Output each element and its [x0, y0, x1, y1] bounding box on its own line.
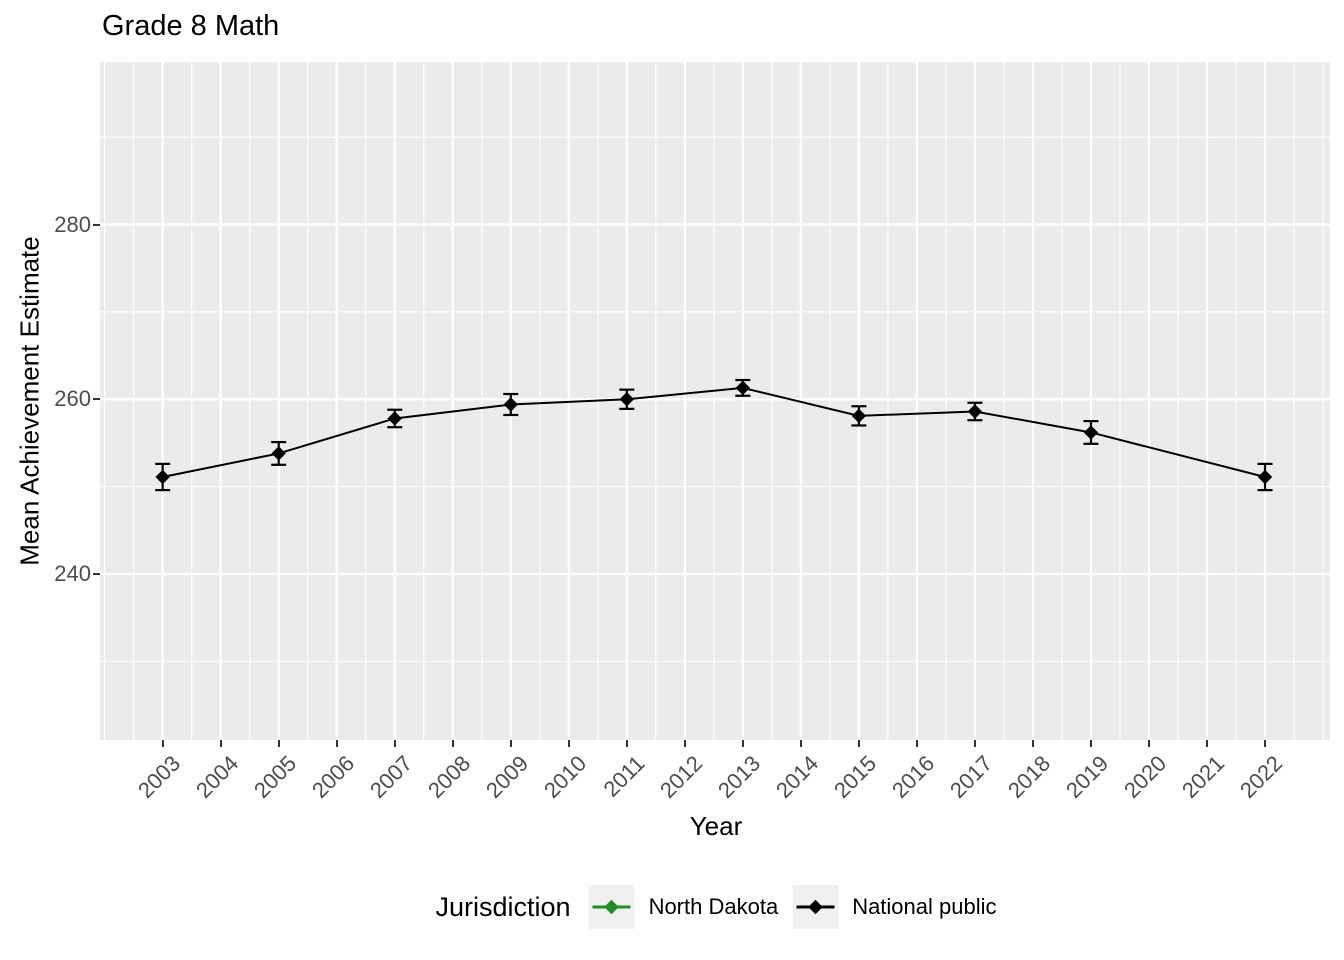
x-tick-mark [625, 740, 628, 747]
x-tick-label: 2013 [712, 750, 766, 803]
x-tick-label: 2014 [770, 750, 824, 803]
page-title: Grade 8 Math [102, 10, 280, 42]
data-point [155, 469, 170, 485]
legend: Jurisdiction North Dakota National publi… [436, 884, 997, 930]
x-tick-label: 2022 [1235, 750, 1288, 803]
x-tick-label: 2003 [132, 750, 185, 803]
x-tick-label: 2010 [538, 750, 592, 803]
data-point [735, 380, 751, 396]
series-national-public [155, 378, 1273, 492]
x-tick-mark [1206, 740, 1208, 747]
legend-title: Jurisdiction [435, 891, 571, 922]
x-tick-label: 2018 [1002, 750, 1056, 803]
x-tick-label: 2015 [828, 750, 882, 803]
legend-key-north-dakota [588, 885, 635, 929]
x-tick-mark [915, 740, 918, 747]
x-tick-mark [509, 740, 512, 747]
legend-key-national-public [792, 885, 839, 929]
x-tick-label: 2019 [1060, 750, 1114, 803]
plot-svg [100, 62, 1330, 740]
x-tick-mark [277, 740, 280, 747]
line-point-swatch-icon [796, 899, 835, 915]
x-tick-mark [1264, 740, 1267, 747]
plot-panel [100, 62, 1330, 740]
x-tick-label: 2021 [1176, 750, 1230, 803]
data-point [967, 404, 983, 419]
y-tick-label: 260 [54, 386, 91, 412]
x-tick-label: 2016 [886, 750, 940, 803]
gridlines-minor [100, 62, 1330, 740]
x-tick-label: 2011 [597, 750, 650, 802]
data-point [503, 397, 518, 412]
data-point [619, 392, 635, 407]
x-tick-label: 2012 [654, 750, 708, 803]
y-axis-title: Mean Achievement Estimate [14, 236, 45, 566]
x-tick-label: 2005 [248, 750, 301, 803]
gridlines-major [100, 62, 1330, 740]
x-tick-label: 2020 [1118, 750, 1172, 803]
y-tick-mark [93, 572, 100, 575]
x-tick-label: 2009 [480, 750, 534, 803]
data-point [1257, 469, 1273, 485]
x-tick-label: 2007 [364, 750, 418, 803]
x-tick-mark [219, 740, 222, 747]
x-axis-title: Year [689, 811, 743, 841]
x-tick-mark [1089, 740, 1092, 747]
x-tick-mark [161, 740, 164, 747]
x-tick-mark [567, 740, 570, 747]
x-tick-mark [1031, 740, 1034, 747]
x-tick-mark [741, 740, 744, 747]
x-tick-mark [857, 740, 860, 747]
data-point [851, 408, 867, 424]
y-tick-label: 240 [54, 560, 91, 586]
y-tick-mark [93, 223, 100, 226]
x-tick-mark [1147, 740, 1150, 747]
x-tick-label: 2017 [944, 750, 998, 803]
x-tick-mark [451, 740, 454, 747]
x-tick-label: 2006 [306, 750, 359, 803]
x-tick-mark [683, 740, 686, 747]
x-tick-mark [799, 740, 802, 747]
series-line [162, 386, 1266, 478]
x-tick-mark [393, 740, 396, 747]
x-tick-mark [973, 740, 976, 747]
y-tick-label: 280 [54, 211, 91, 237]
data-point [271, 446, 286, 461]
data-point [387, 411, 402, 426]
data-point [1083, 425, 1099, 440]
line-point-swatch-icon [592, 899, 631, 915]
x-tick-mark [335, 740, 338, 747]
y-tick-mark [93, 398, 100, 401]
x-tick-label: 2004 [190, 750, 243, 803]
legend-label-national-public: National public [852, 894, 997, 919]
legend-label-north-dakota: North Dakota [648, 894, 779, 919]
x-tick-label: 2008 [422, 750, 476, 803]
